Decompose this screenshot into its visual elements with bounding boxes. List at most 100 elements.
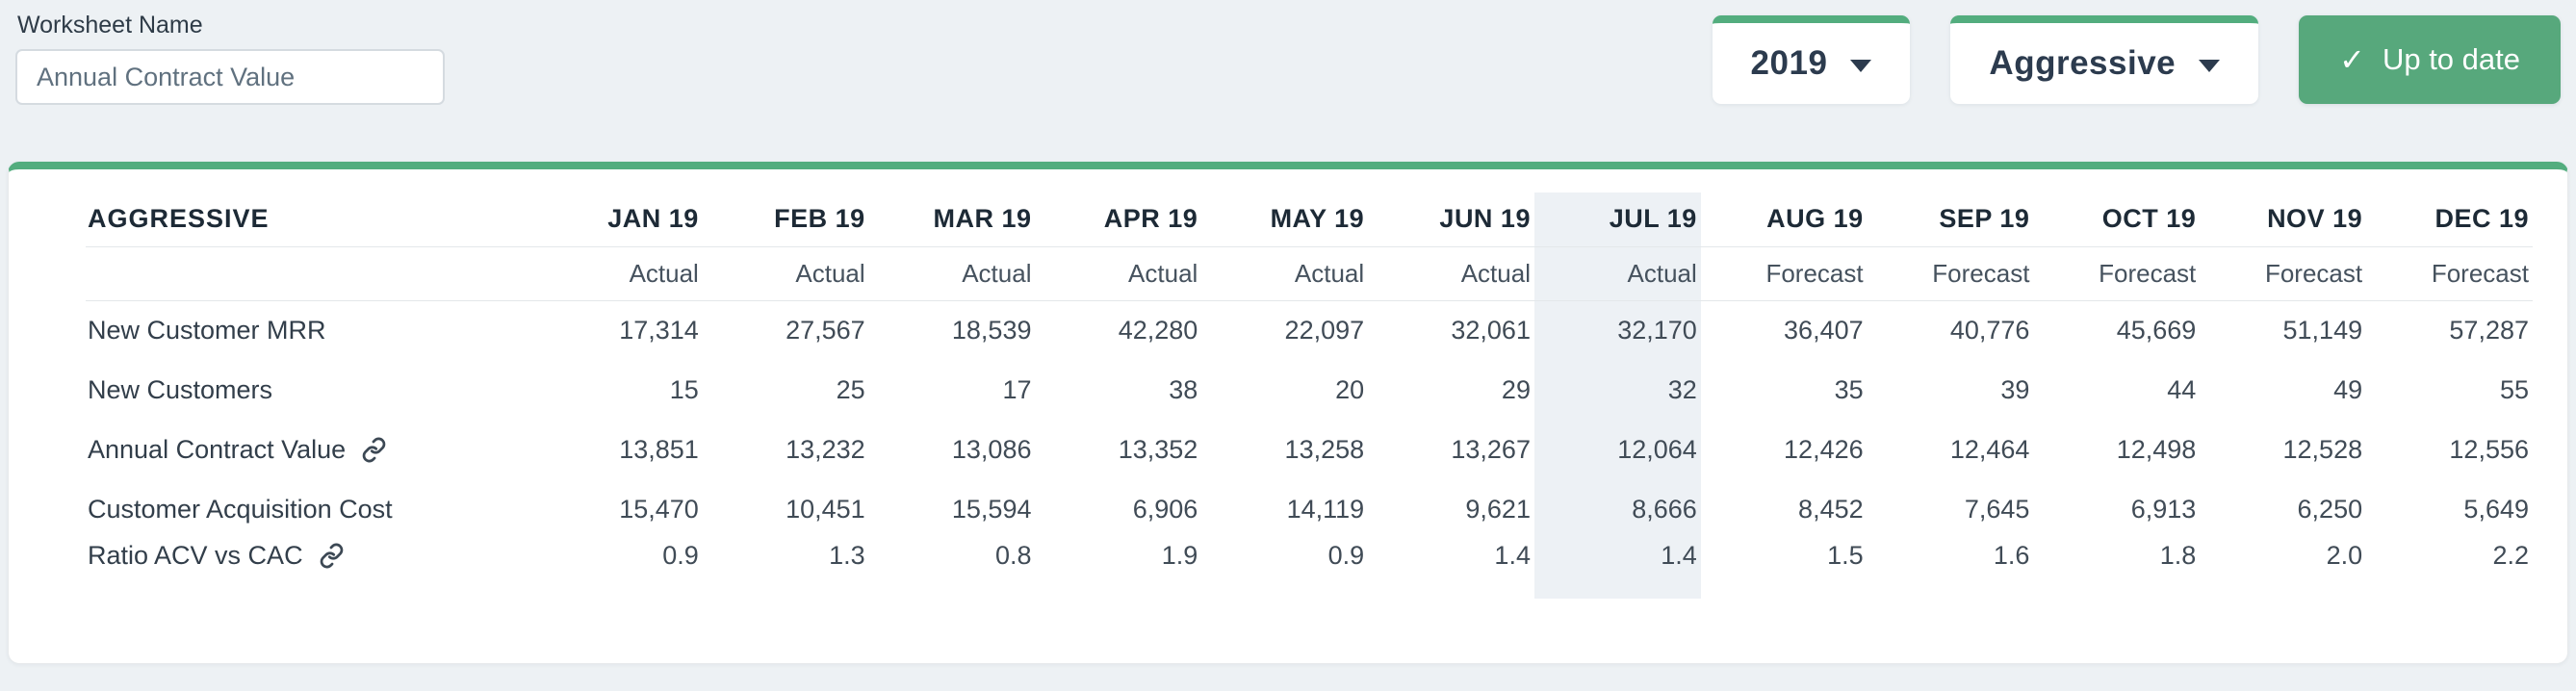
cell: 36,407 bbox=[1784, 315, 1864, 345]
column-subheader: Actual bbox=[1368, 246, 1534, 301]
cell: 7,645 bbox=[1964, 494, 2030, 524]
column-header-apr-19: APR 19 bbox=[1035, 192, 1202, 247]
cell: 12,528 bbox=[2282, 434, 2363, 464]
year-dropdown-value: 2019 bbox=[1750, 44, 1828, 82]
cell: 35 bbox=[1834, 374, 1864, 404]
cell: 15,594 bbox=[951, 494, 1032, 524]
cell: 32 bbox=[1533, 360, 1701, 420]
cell: 0.9 bbox=[1327, 540, 1365, 570]
cell: 15,470 bbox=[619, 494, 699, 524]
cell: 8,666 bbox=[1533, 479, 1701, 539]
cell: 29 bbox=[1501, 374, 1531, 404]
cell: 13,267 bbox=[1451, 434, 1531, 464]
table-row: New Customer MRR 17,314 27,567 18,539 42,280… bbox=[86, 300, 2533, 360]
cell: 17,314 bbox=[619, 315, 699, 345]
column-header-jun-19: JUN 19 bbox=[1368, 192, 1534, 247]
forecast-table: AGGRESSIVE JAN 19 FEB 19 MAR 19 APR 19 MAY 1… bbox=[86, 192, 2533, 599]
cell: 1.4 bbox=[1533, 539, 1701, 599]
row-label: Ratio ACV vs CAC bbox=[86, 539, 536, 599]
cell: 1.5 bbox=[1827, 540, 1864, 570]
scenario-dropdown[interactable]: Aggressive bbox=[1950, 15, 2259, 104]
column-header-sep-19: SEP 19 bbox=[1867, 192, 2034, 247]
cell: 32,170 bbox=[1533, 300, 1701, 360]
cell: 1.3 bbox=[829, 540, 865, 570]
chevron-down-icon bbox=[1850, 59, 1872, 72]
row-label: Annual Contract Value bbox=[86, 420, 536, 479]
cell: 14,119 bbox=[1286, 494, 1365, 524]
top-bar: Worksheet Name 2019 Aggressive ✓ Up to d… bbox=[0, 0, 2576, 162]
worksheet-name-label: Worksheet Name bbox=[17, 12, 203, 38]
cell: 55 bbox=[2499, 374, 2529, 404]
cell: 1.6 bbox=[1993, 540, 2030, 570]
column-subheader: Actual bbox=[536, 246, 703, 301]
cell: 1.4 bbox=[1494, 540, 1531, 570]
cell: 5,649 bbox=[2463, 494, 2529, 524]
cell: 40,776 bbox=[1949, 315, 2030, 345]
cell: 15 bbox=[669, 374, 699, 404]
worksheet-name-input[interactable] bbox=[15, 49, 445, 105]
cell: 6,906 bbox=[1132, 494, 1198, 524]
row-label: Customer Acquisition Cost bbox=[86, 479, 536, 539]
cell: 51,149 bbox=[2282, 315, 2363, 345]
cell: 12,464 bbox=[1949, 434, 2030, 464]
link-icon[interactable] bbox=[361, 437, 387, 463]
cell: 10,451 bbox=[786, 494, 865, 524]
column-header-mar-19: MAR 19 bbox=[868, 192, 1036, 247]
column-header-dec-19: DEC 19 bbox=[2366, 192, 2533, 247]
column-header-oct-19: OCT 19 bbox=[2033, 192, 2201, 247]
worksheet-card: AGGRESSIVE JAN 19 FEB 19 MAR 19 APR 19 MAY 1… bbox=[8, 162, 2568, 664]
row-label-text: Annual Contract Value bbox=[88, 434, 347, 464]
header-controls: 2019 Aggressive ✓ Up to date bbox=[1712, 15, 2561, 104]
cell: 6,913 bbox=[2130, 494, 2197, 524]
cell: 42,280 bbox=[1118, 315, 1198, 345]
table-row: New Customers 15 25 17 38 20 29 32 35 39 44 49 55 bbox=[86, 360, 2533, 420]
column-subheader: Forecast bbox=[2366, 246, 2533, 301]
cell: 12,498 bbox=[2116, 434, 2197, 464]
cell: 13,258 bbox=[1284, 434, 1365, 464]
column-subheader: Forecast bbox=[1700, 246, 1868, 301]
row-label-text: New Customer MRR bbox=[88, 315, 326, 345]
row-label-text: Ratio ACV vs CAC bbox=[88, 540, 303, 570]
cell: 57,287 bbox=[2449, 315, 2529, 345]
scenario-dropdown-value: Aggressive bbox=[1989, 44, 2177, 82]
cell: 39 bbox=[2000, 374, 2030, 404]
column-subheader: Actual bbox=[868, 246, 1036, 301]
column-subheader: Forecast bbox=[2033, 246, 2201, 301]
scenario-title: AGGRESSIVE bbox=[86, 192, 536, 247]
cell: 2.2 bbox=[2492, 540, 2529, 570]
column-header-jan-19: JAN 19 bbox=[536, 192, 703, 247]
cell: 13,232 bbox=[786, 434, 865, 464]
cell: 32,061 bbox=[1451, 315, 1531, 345]
column-subheader: Actual bbox=[702, 246, 869, 301]
table-row: Annual Contract Value 13,851 13,232 13,086 1… bbox=[86, 420, 2533, 479]
cell: 0.9 bbox=[662, 540, 699, 570]
cell: 8,452 bbox=[1798, 494, 1864, 524]
link-icon[interactable] bbox=[319, 543, 345, 569]
column-header-feb-19: FEB 19 bbox=[702, 192, 869, 247]
row-label: New Customers bbox=[86, 360, 536, 420]
cell: 22,097 bbox=[1284, 315, 1365, 345]
subheader-spacer bbox=[86, 246, 536, 301]
column-subheader: Forecast bbox=[2200, 246, 2367, 301]
cell: 18,539 bbox=[951, 315, 1032, 345]
cell: 20 bbox=[1335, 374, 1365, 404]
cell: 6,250 bbox=[2297, 494, 2363, 524]
column-subheader: Actual bbox=[1201, 246, 1369, 301]
cell: 13,086 bbox=[951, 434, 1032, 464]
column-header-nov-19: NOV 19 bbox=[2200, 192, 2367, 247]
year-dropdown[interactable]: 2019 bbox=[1712, 15, 1911, 104]
cell: 45,669 bbox=[2116, 315, 2197, 345]
cell: 38 bbox=[1169, 374, 1198, 404]
check-icon: ✓ bbox=[2339, 42, 2365, 77]
cell: 2.0 bbox=[2326, 540, 2363, 570]
cell: 9,621 bbox=[1465, 494, 1531, 524]
up-to-date-label: Up to date bbox=[2382, 42, 2520, 76]
row-label-text: Customer Acquisition Cost bbox=[88, 494, 393, 524]
cell: 0.8 bbox=[994, 540, 1032, 570]
cell: 12,556 bbox=[2449, 434, 2529, 464]
table-row: Customer Acquisition Cost 15,470 10,451 15,… bbox=[86, 479, 2533, 539]
column-subheader: Actual bbox=[1035, 246, 1202, 301]
column-header-jul-19: JUL 19 bbox=[1533, 192, 1701, 247]
up-to-date-button[interactable]: ✓ Up to date bbox=[2299, 15, 2561, 104]
table-row: Ratio ACV vs CAC 0.9 1.3 0.8 1.9 0.9 1.4 1.4 1.5… bbox=[86, 539, 2533, 599]
